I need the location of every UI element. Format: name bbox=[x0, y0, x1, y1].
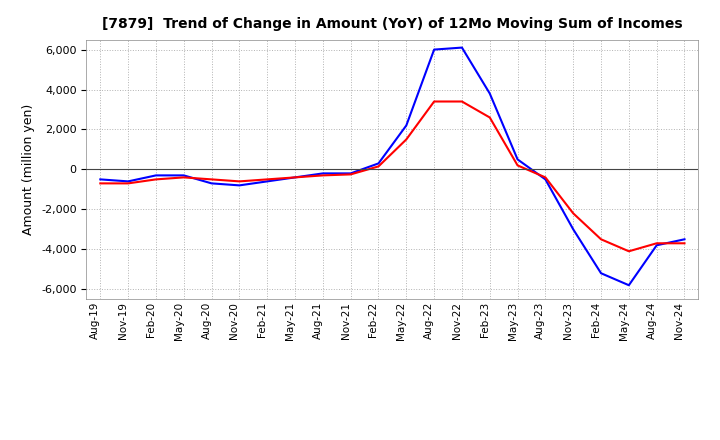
Net Income bbox=[96, 181, 104, 186]
Net Income bbox=[569, 211, 577, 216]
Net Income bbox=[374, 164, 383, 169]
Ordinary Income bbox=[513, 157, 522, 162]
Title: [7879]  Trend of Change in Amount (YoY) of 12Mo Moving Sum of Incomes: [7879] Trend of Change in Amount (YoY) o… bbox=[102, 18, 683, 32]
Net Income bbox=[485, 115, 494, 120]
Net Income bbox=[680, 241, 689, 246]
Net Income bbox=[235, 179, 243, 184]
Net Income bbox=[318, 173, 327, 178]
Net Income bbox=[346, 172, 355, 177]
Net Income bbox=[179, 175, 188, 180]
Net Income bbox=[402, 137, 410, 142]
Ordinary Income bbox=[124, 179, 132, 184]
Ordinary Income bbox=[569, 227, 577, 232]
Ordinary Income bbox=[597, 271, 606, 276]
Ordinary Income bbox=[346, 171, 355, 176]
Ordinary Income bbox=[318, 171, 327, 176]
Ordinary Income bbox=[485, 91, 494, 96]
Net Income bbox=[513, 163, 522, 168]
Ordinary Income bbox=[179, 173, 188, 178]
Ordinary Income bbox=[458, 45, 467, 50]
Ordinary Income bbox=[152, 173, 161, 178]
Ordinary Income bbox=[402, 123, 410, 128]
Net Income bbox=[207, 177, 216, 182]
Ordinary Income bbox=[652, 242, 661, 248]
Ordinary Income bbox=[207, 181, 216, 186]
Net Income bbox=[430, 99, 438, 104]
Ordinary Income bbox=[541, 177, 550, 182]
Ordinary Income bbox=[374, 161, 383, 166]
Net Income bbox=[124, 181, 132, 186]
Ordinary Income bbox=[624, 282, 633, 288]
Ordinary Income bbox=[680, 237, 689, 242]
Net Income bbox=[263, 177, 271, 182]
Net Income bbox=[652, 241, 661, 246]
Ordinary Income bbox=[96, 177, 104, 182]
Net Income bbox=[152, 177, 161, 182]
Net Income bbox=[458, 99, 467, 104]
Line: Net Income: Net Income bbox=[100, 102, 685, 251]
Ordinary Income bbox=[263, 179, 271, 184]
Ordinary Income bbox=[235, 183, 243, 188]
Net Income bbox=[291, 175, 300, 180]
Ordinary Income bbox=[430, 47, 438, 52]
Net Income bbox=[597, 237, 606, 242]
Line: Ordinary Income: Ordinary Income bbox=[100, 48, 685, 285]
Net Income bbox=[624, 249, 633, 254]
Y-axis label: Amount (million yen): Amount (million yen) bbox=[22, 104, 35, 235]
Net Income bbox=[541, 175, 550, 180]
Ordinary Income bbox=[291, 175, 300, 180]
